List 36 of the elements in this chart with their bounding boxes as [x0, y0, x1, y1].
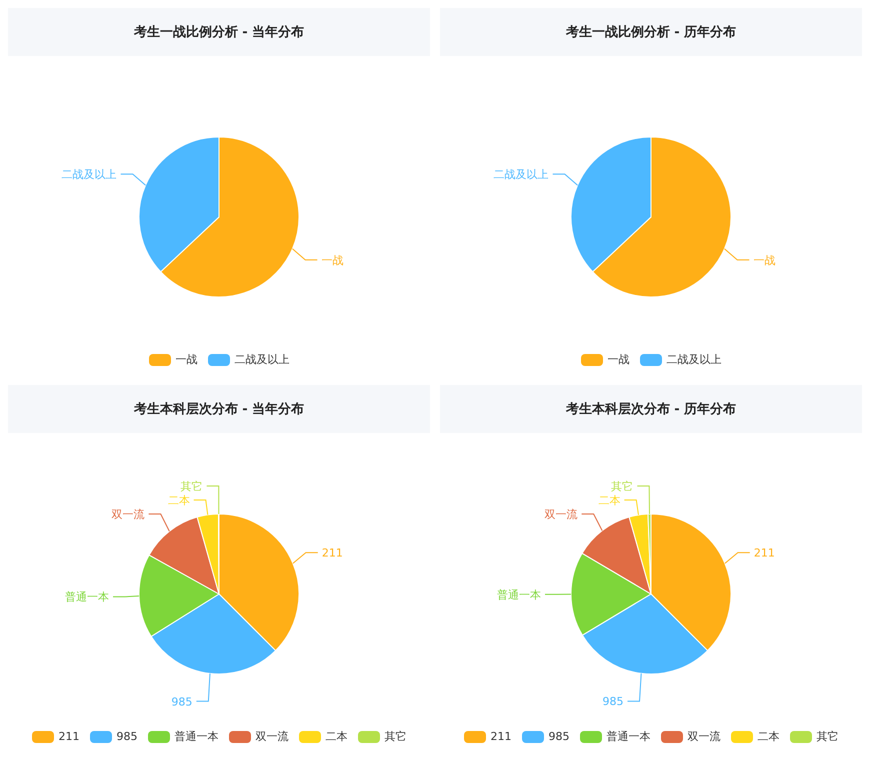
- chart-title: 考生一战比例分析 - 历年分布: [440, 8, 862, 56]
- slice-label: 一战: [321, 254, 344, 267]
- slice-label: 二战及以上: [62, 168, 117, 182]
- legend-label: 一战: [606, 352, 630, 367]
- slice-label: 一战: [753, 254, 776, 267]
- legend-label: 985: [548, 729, 570, 744]
- slice-label: 其它: [611, 480, 634, 494]
- slice-label: 211: [754, 546, 775, 560]
- chart-title: 考生一战比例分析 - 当年分布: [8, 8, 430, 56]
- legend-label: 普通一本: [174, 729, 218, 744]
- legend-label: 双一流: [254, 729, 288, 744]
- slice-label: 985: [171, 695, 192, 708]
- slice-label: 211: [322, 546, 343, 560]
- legend-label: 一战: [174, 352, 198, 367]
- slice-label: 二本: [598, 494, 620, 508]
- legend-label: 211: [58, 729, 80, 744]
- slice-label: 普通一本: [497, 588, 541, 602]
- slice-label: 普通一本: [65, 590, 110, 604]
- chart-title: 考生本科层次分布 - 历年分布: [440, 385, 862, 433]
- legend-label: 211: [490, 729, 512, 744]
- slice-label: 双一流: [544, 508, 578, 522]
- legend-label: 二本: [324, 729, 348, 744]
- legend-label: 二战及以上: [666, 352, 722, 367]
- slice-label: 其它: [180, 480, 203, 493]
- chart-title: 考生本科层次分布 - 当年分布: [8, 385, 430, 433]
- legend-label: 二本: [756, 729, 780, 744]
- slice-label: 二本: [168, 494, 190, 507]
- legend-label: 其它: [384, 729, 406, 744]
- legend-label: 其它: [816, 729, 838, 744]
- legend-label: 双一流: [686, 729, 720, 744]
- slice-label: 二战及以上: [494, 168, 549, 182]
- legend-label: 普通一本: [606, 729, 650, 744]
- legend-label: 985: [116, 729, 138, 744]
- legend-label: 二战及以上: [234, 352, 290, 367]
- slice-label: 双一流: [112, 508, 145, 521]
- slice-label: 985: [602, 695, 624, 708]
